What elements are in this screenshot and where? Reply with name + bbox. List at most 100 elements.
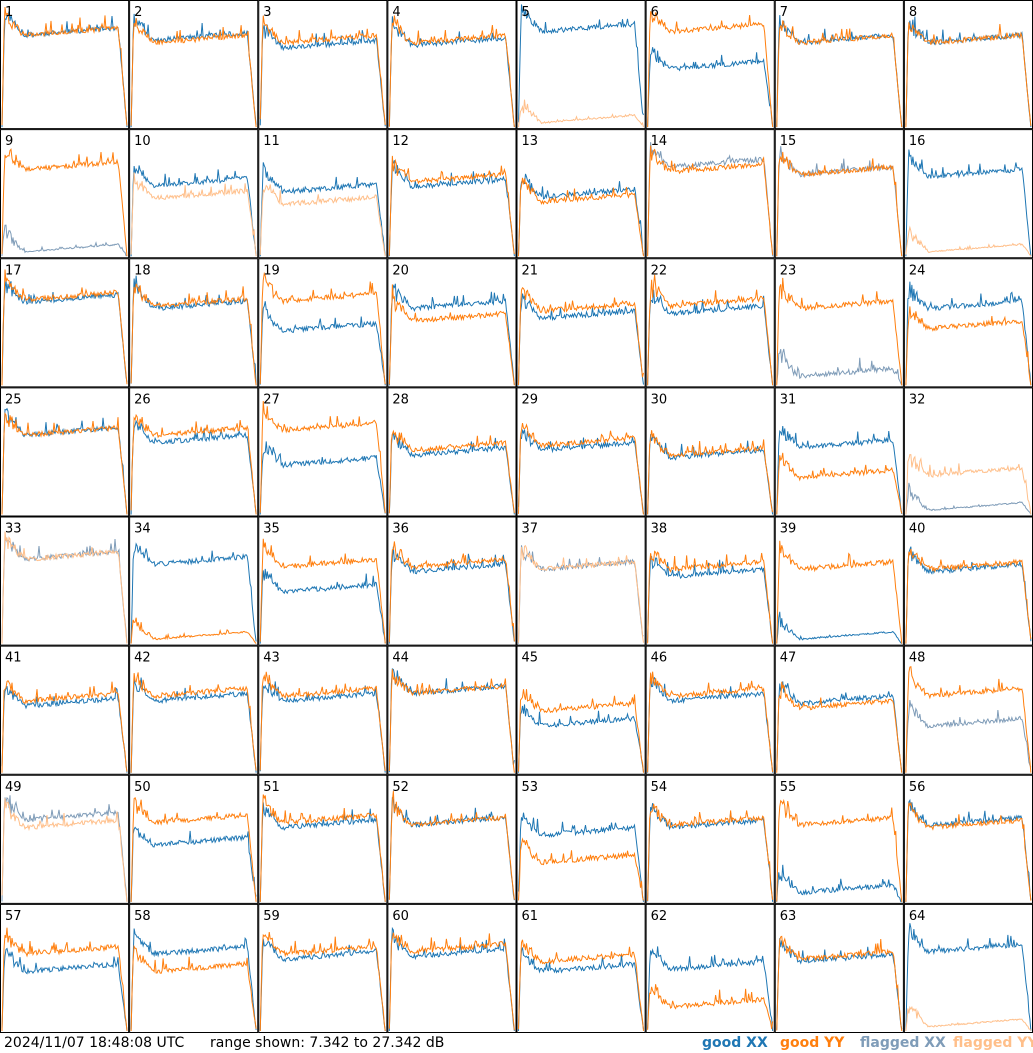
series-yy-panel-57 [1, 927, 128, 1032]
panel-label: 64 [909, 909, 926, 924]
panel-61: 61 [516, 903, 646, 1033]
panel-41: 41 [0, 645, 130, 775]
panel-5: 5 [516, 0, 646, 130]
panel-frame [129, 516, 259, 646]
panel-label: 44 [392, 651, 409, 666]
panel-label: 13 [522, 134, 539, 149]
series-yy-panel-53 [518, 837, 644, 901]
series-xx-panel-9 [1, 224, 127, 257]
panel-1: 1 [0, 0, 130, 130]
series-yy-panel-27 [259, 401, 386, 514]
panel-frame [0, 258, 130, 388]
panel-label: 20 [392, 263, 409, 278]
series-yy-panel-59 [259, 932, 386, 1032]
panel-label: 3 [263, 5, 271, 20]
panel-label: 17 [5, 263, 22, 278]
panel-21: 21 [516, 258, 646, 388]
series-xx-panel-60 [388, 926, 515, 1032]
series-xx-panel-58 [130, 928, 257, 1030]
panel-43: 43 [258, 645, 388, 775]
panel-frame [0, 129, 130, 259]
panel-label: 7 [780, 5, 788, 20]
panel-label: 14 [651, 134, 668, 149]
series-yy-panel-24 [905, 306, 1032, 386]
panel-label: 18 [134, 263, 151, 278]
series-yy-panel-58 [130, 944, 257, 1031]
series-yy-panel-64 [905, 1005, 1032, 1032]
panel-frame [516, 645, 646, 775]
panel-label: 43 [263, 651, 280, 666]
panel-label: 28 [392, 392, 409, 407]
panel-label: 54 [651, 780, 668, 795]
panel-label: 30 [651, 392, 668, 407]
series-xx-panel-6 [647, 47, 774, 128]
panel-label: 33 [5, 522, 22, 537]
panel-frame [258, 0, 388, 130]
panel-label: 63 [780, 909, 797, 924]
panel-63: 63 [774, 903, 904, 1033]
series-xx-panel-52 [388, 797, 515, 901]
panel-label: 58 [134, 909, 151, 924]
panel-label: 10 [134, 134, 151, 149]
panel-label: 51 [263, 780, 280, 795]
panel-label: 48 [909, 651, 926, 666]
panel-label: 36 [392, 522, 409, 537]
panel-47: 47 [774, 645, 904, 775]
panel-frame [0, 387, 130, 517]
panel-label: 38 [651, 522, 668, 537]
panel-36: 36 [387, 516, 517, 646]
panel-58: 58 [129, 903, 259, 1033]
panel-40: 40 [903, 516, 1033, 646]
series-yy-panel-38 [647, 550, 774, 644]
series-yy-panel-44 [388, 669, 515, 773]
series-xx-panel-51 [259, 802, 386, 902]
panel-label: 47 [780, 651, 797, 666]
series-xx-panel-61 [518, 947, 644, 1031]
panel-10: 10 [129, 129, 259, 259]
panel-26: 26 [129, 387, 259, 517]
series-xx-panel-55 [776, 864, 902, 903]
panel-frame [258, 258, 388, 388]
panel-label: 40 [909, 522, 926, 537]
series-yy-panel-18 [130, 283, 257, 386]
panel-56: 56 [903, 774, 1033, 904]
series-yy-panel-13 [518, 177, 644, 257]
series-xx-panel-39 [776, 611, 903, 644]
series-xx-panel-53 [518, 812, 644, 902]
series-xx-panel-27 [259, 441, 386, 515]
panel-31: 31 [774, 387, 904, 517]
panel-label: 34 [134, 522, 151, 537]
series-yy-panel-1 [1, 6, 128, 126]
legend-flagged-yy: flagged YY [953, 1035, 1033, 1051]
panel-label: 26 [134, 392, 151, 407]
panel-frame [903, 387, 1033, 517]
series-yy-panel-17 [1, 269, 128, 386]
panel-18: 18 [129, 258, 259, 388]
panel-label: 59 [263, 909, 280, 924]
panel-label: 57 [5, 909, 22, 924]
series-xx-panel-41 [1, 686, 128, 773]
panel-15: 15 [774, 129, 904, 259]
series-yy-panel-39 [776, 540, 903, 644]
panel-label: 8 [909, 5, 917, 20]
series-yy-panel-62 [647, 984, 774, 1030]
panel-3: 3 [258, 0, 388, 130]
panel-frame [387, 0, 517, 130]
panel-frame [774, 258, 904, 388]
legend-good-yy: good YY [780, 1035, 845, 1051]
series-yy-panel-4 [388, 15, 515, 128]
series-yy-panel-37 [518, 544, 644, 643]
panel-24: 24 [903, 258, 1033, 388]
panel-label: 23 [780, 263, 797, 278]
panel-label: 50 [134, 780, 151, 795]
series-yy-panel-32 [905, 454, 1032, 515]
panel-frame [516, 258, 646, 388]
series-yy-panel-61 [518, 939, 644, 1032]
panel-label: 52 [392, 780, 409, 795]
panel-frame [645, 516, 775, 646]
panel-64: 64 [903, 903, 1033, 1033]
series-yy-panel-56 [905, 801, 1032, 902]
panel-label: 46 [651, 651, 668, 666]
series-yy-panel-46 [647, 671, 774, 773]
